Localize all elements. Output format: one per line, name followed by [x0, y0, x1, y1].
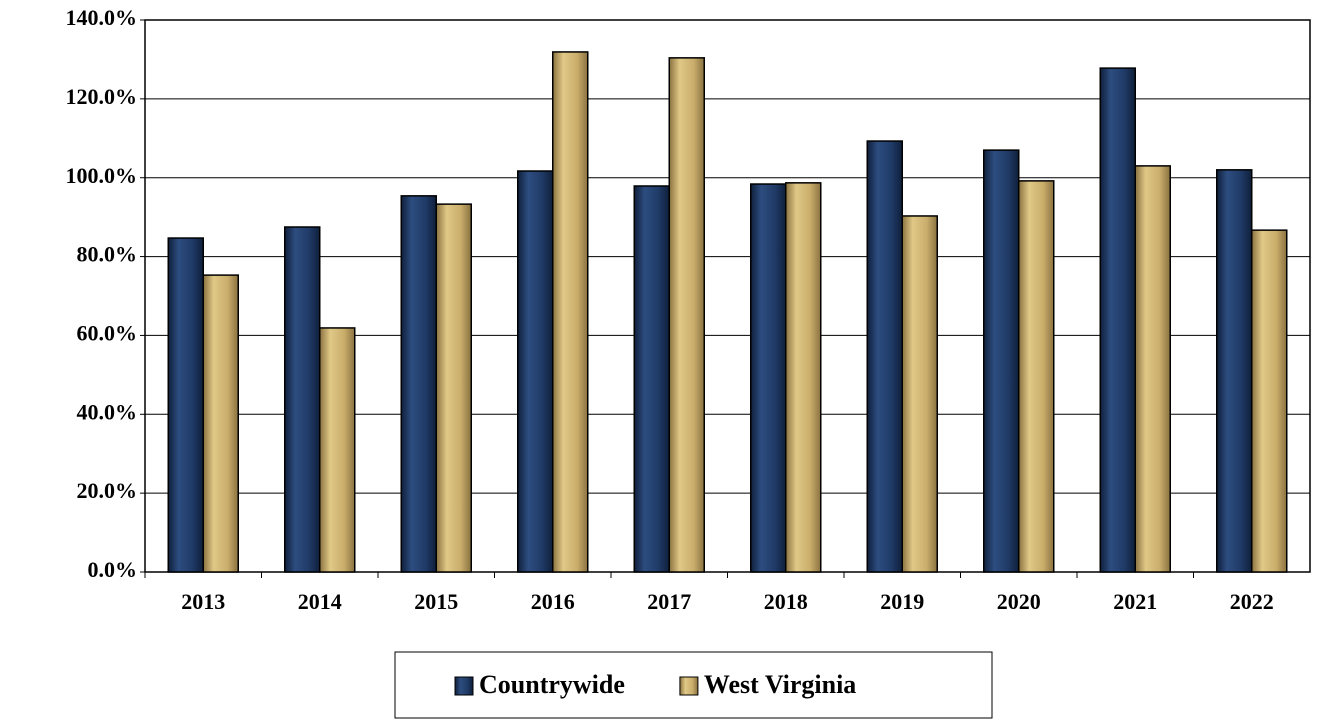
bar: [319, 327, 356, 573]
x-tick-label: 2019: [880, 589, 924, 614]
bar: [1216, 169, 1253, 573]
bar: [668, 57, 705, 573]
legend-swatch: [679, 676, 699, 696]
bar: [1134, 165, 1171, 573]
y-tick-label: 100.0%: [66, 163, 138, 188]
bar: [1251, 229, 1288, 573]
legend-swatch: [454, 676, 474, 696]
y-tick-label: 40.0%: [77, 399, 138, 424]
x-tick-label: 2020: [997, 589, 1041, 614]
x-tick-label: 2018: [764, 589, 808, 614]
x-tick-label: 2021: [1113, 589, 1157, 614]
bar: [284, 226, 321, 573]
y-tick-label: 60.0%: [77, 320, 138, 345]
bar: [552, 51, 589, 573]
bar: [901, 215, 938, 573]
y-tick-label: 0.0%: [88, 557, 138, 582]
bar: [1099, 67, 1136, 573]
bar: [633, 185, 670, 573]
bar: [750, 183, 787, 573]
bar: [517, 170, 554, 573]
x-tick-label: 2013: [181, 589, 225, 614]
bar: [866, 140, 903, 573]
bar: [785, 182, 822, 573]
y-tick-label: 80.0%: [77, 242, 138, 267]
x-tick-label: 2022: [1230, 589, 1274, 614]
x-tick-label: 2014: [298, 589, 342, 614]
x-tick-label: 2017: [647, 589, 691, 614]
bar: [435, 203, 472, 573]
x-tick-label: 2016: [531, 589, 575, 614]
y-tick-label: 120.0%: [66, 84, 138, 109]
bar: [983, 149, 1020, 573]
bar: [202, 274, 239, 573]
y-tick-label: 140.0%: [66, 5, 138, 30]
legend-box: [394, 651, 993, 719]
x-tick-label: 2015: [414, 589, 458, 614]
bar: [1018, 180, 1055, 573]
legend-label: Countrywide: [479, 670, 625, 699]
y-tick-label: 20.0%: [77, 478, 138, 503]
bar: [400, 195, 437, 573]
bar: [167, 237, 204, 573]
legend-label: West Virginia: [704, 670, 856, 699]
